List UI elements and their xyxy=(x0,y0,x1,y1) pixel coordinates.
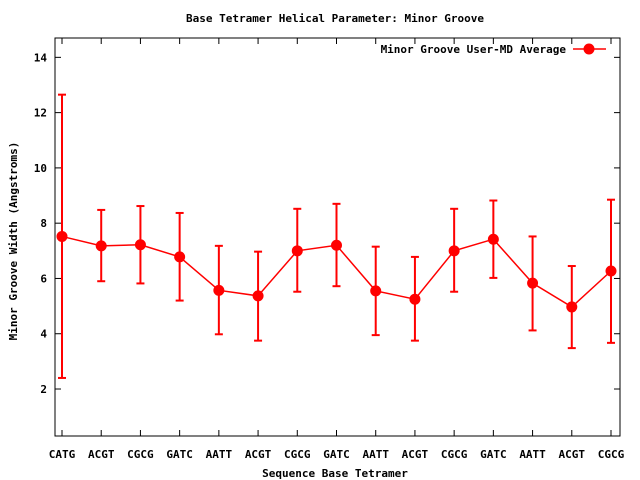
x-tick-label: GATC xyxy=(323,448,350,461)
x-tick-label: AATT xyxy=(362,448,389,461)
series-group xyxy=(56,93,617,379)
y-tick-label: 14 xyxy=(34,51,48,64)
data-point xyxy=(487,233,499,245)
x-tick-label: ACGT xyxy=(88,448,115,461)
data-point xyxy=(448,245,460,257)
data-point xyxy=(527,277,539,289)
legend-marker xyxy=(583,43,595,55)
plot-area xyxy=(54,37,621,437)
data-point xyxy=(213,284,225,296)
data-point xyxy=(174,251,186,263)
data-point xyxy=(291,245,303,257)
x-tick-label: AATT xyxy=(519,448,546,461)
x-tick-label: CGCG xyxy=(598,448,625,461)
y-tick-label: 8 xyxy=(40,217,47,230)
data-point xyxy=(605,265,617,277)
data-point xyxy=(331,239,342,251)
x-tick-label: CGCG xyxy=(127,448,154,461)
data-point xyxy=(252,290,264,302)
chart-title: Base Tetramer Helical Parameter: Minor G… xyxy=(186,12,484,25)
y-tick-label: 12 xyxy=(34,107,47,120)
y-tick-label: 6 xyxy=(40,272,47,285)
x-tick-label: ACGT xyxy=(402,448,429,461)
legend-label: Minor Groove User-MD Average xyxy=(381,43,567,56)
y-tick-label: 10 xyxy=(34,162,47,175)
data-point xyxy=(134,239,146,251)
legend: Minor Groove User-MD Average xyxy=(381,43,606,56)
x-tick-label: ACGT xyxy=(559,448,586,461)
x-tick-label: CGCG xyxy=(284,448,311,461)
y-axis-ticks: 2 4 6 8 10 12 14 xyxy=(34,51,620,396)
x-tick-label: GATC xyxy=(480,448,507,461)
x-axis-label: Sequence Base Tetramer xyxy=(262,467,408,480)
x-tick-label: ACGT xyxy=(245,448,272,461)
y-tick-label: 2 xyxy=(40,383,47,396)
data-point xyxy=(370,285,382,297)
data-point xyxy=(409,293,421,305)
x-axis-ticks: CATG ACGT CGCG GATC AATT ACGT CGCG GATC AATT ACGT… xyxy=(49,38,625,461)
data-point xyxy=(56,230,68,242)
data-point xyxy=(566,301,578,313)
x-tick-label: GATC xyxy=(166,448,193,461)
data-point xyxy=(95,240,107,252)
y-tick-label: 4 xyxy=(40,328,47,341)
y-axis-label: Minor Groove Width (Angstroms) xyxy=(7,142,20,341)
x-tick-label: CATG xyxy=(49,448,76,461)
x-tick-label: AATT xyxy=(206,448,233,461)
x-tick-label: CGCG xyxy=(441,448,468,461)
